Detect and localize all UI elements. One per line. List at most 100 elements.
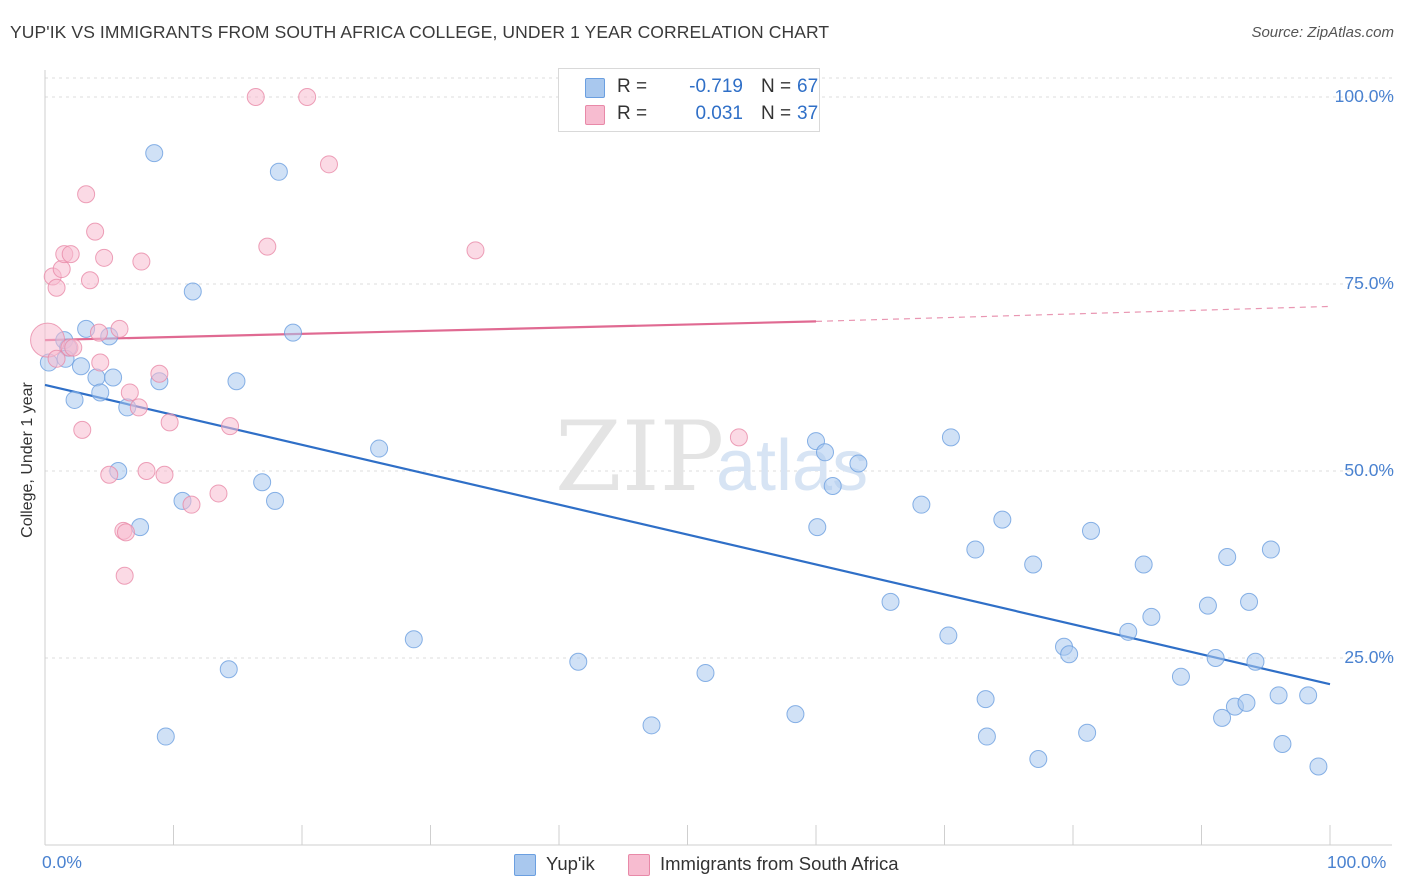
watermark-zip: ZIP: [555, 401, 724, 513]
axes: [44, 70, 1392, 846]
point-yupik: [1029, 749, 1048, 768]
y-axis-label: College, Under 1 year: [19, 382, 36, 538]
point-south-africa: [47, 278, 66, 297]
point-yupik: [145, 144, 164, 163]
point-yupik: [941, 428, 960, 447]
point-south-africa: [729, 428, 748, 447]
point-yupik: [993, 510, 1012, 529]
point-south-africa: [77, 185, 96, 204]
point-yupik: [1134, 555, 1153, 574]
point-yupik: [912, 495, 931, 514]
point-south-africa: [115, 566, 134, 585]
point-yupik: [1119, 622, 1138, 641]
point-south-africa: [258, 237, 277, 256]
point-yupik: [253, 473, 272, 492]
legend-r-value: -0.719: [689, 76, 743, 97]
point-south-africa: [91, 353, 110, 372]
x-tick-label-max: 100.0%: [1327, 852, 1387, 872]
bottom-legend-swatch-south-africa: [628, 854, 650, 876]
point-yupik: [815, 443, 834, 462]
point-yupik: [227, 372, 246, 391]
point-yupik: [642, 716, 661, 735]
point-south-africa: [110, 319, 129, 338]
point-yupik: [1240, 592, 1259, 611]
point-south-africa: [221, 417, 240, 436]
point-yupik: [1299, 686, 1318, 705]
point-yupik: [1142, 607, 1161, 626]
point-south-africa: [155, 465, 174, 484]
legend-r-value: 0.031: [695, 103, 743, 124]
point-south-africa: [89, 323, 108, 342]
point-yupik: [966, 540, 985, 559]
stats-legend: R = -0.719 N = 67 R = 0.031 N = 37: [558, 68, 820, 132]
point-south-africa: [100, 465, 119, 484]
point-yupik: [183, 282, 202, 301]
point-south-africa: [47, 349, 66, 368]
chart-title: YUP'IK VS IMMIGRANTS FROM SOUTH AFRICA C…: [10, 22, 830, 42]
point-yupik: [1309, 757, 1328, 776]
legend-swatch-south-africa: [585, 105, 605, 125]
point-south-africa: [209, 484, 228, 503]
point-yupik: [1218, 548, 1237, 567]
trend-line-yupik: [44, 383, 1331, 686]
point-south-africa: [80, 271, 99, 290]
data-points: [30, 88, 1328, 776]
point-yupik: [156, 727, 175, 746]
source-label: Source: ZipAtlas.com: [1251, 24, 1394, 41]
y-tick-label: 25.0%: [1344, 647, 1394, 667]
point-yupik: [1198, 596, 1217, 615]
point-yupik: [1171, 667, 1190, 686]
y-tick-label: 100.0%: [1334, 86, 1394, 106]
point-yupik: [269, 162, 288, 181]
point-yupik: [881, 592, 900, 611]
point-south-africa: [61, 245, 80, 264]
bottom-legend-label-yupik: Yup'ik: [546, 853, 595, 874]
point-south-africa: [246, 88, 265, 106]
point-south-africa: [150, 364, 169, 383]
point-yupik: [808, 518, 827, 537]
point-south-africa: [116, 523, 135, 542]
point-south-africa: [298, 88, 317, 106]
trend-line-south-africa: [44, 320, 817, 342]
point-yupik: [696, 663, 715, 682]
point-yupik: [404, 630, 423, 649]
legend-n-label: N =: [761, 76, 792, 97]
point-yupik: [1060, 645, 1079, 664]
point-yupik: [1078, 723, 1097, 742]
point-yupik: [1206, 649, 1225, 667]
point-yupik: [87, 368, 106, 387]
point-yupik: [1024, 555, 1043, 574]
point-south-africa: [466, 241, 485, 260]
point-yupik: [71, 357, 90, 376]
y-tick-label: 50.0%: [1344, 460, 1394, 480]
trend-lines: [44, 305, 1331, 686]
point-south-africa: [160, 413, 179, 432]
point-south-africa: [182, 495, 201, 514]
legend-r-label: R =: [617, 76, 648, 97]
y-tick-label: 75.0%: [1344, 273, 1394, 293]
point-yupik: [370, 439, 389, 458]
point-yupik: [91, 383, 110, 402]
point-yupik: [266, 491, 285, 510]
point-yupik: [104, 368, 123, 387]
x-tick-label-min: 0.0%: [42, 852, 82, 872]
bottom-legend-swatch-yupik: [514, 854, 536, 876]
point-yupik: [1273, 735, 1292, 754]
point-yupik: [823, 476, 842, 495]
point-south-africa: [95, 248, 114, 267]
legend-n-value: 67: [797, 76, 819, 97]
legend-n-label: N =: [761, 103, 792, 124]
point-south-africa: [319, 155, 338, 174]
bottom-legend-label-south-africa: Immigrants from South Africa: [660, 853, 899, 874]
point-south-africa: [86, 222, 105, 241]
point-yupik: [219, 660, 238, 679]
point-yupik: [1261, 540, 1280, 559]
gridlines: [45, 77, 1392, 659]
trend-line-south-africa-extrapolated: [815, 305, 1331, 322]
point-south-africa: [129, 398, 148, 417]
point-yupik: [939, 626, 958, 645]
legend-swatch-yupik: [585, 78, 605, 98]
point-yupik: [1213, 708, 1232, 727]
legend-r-label: R =: [617, 103, 648, 124]
